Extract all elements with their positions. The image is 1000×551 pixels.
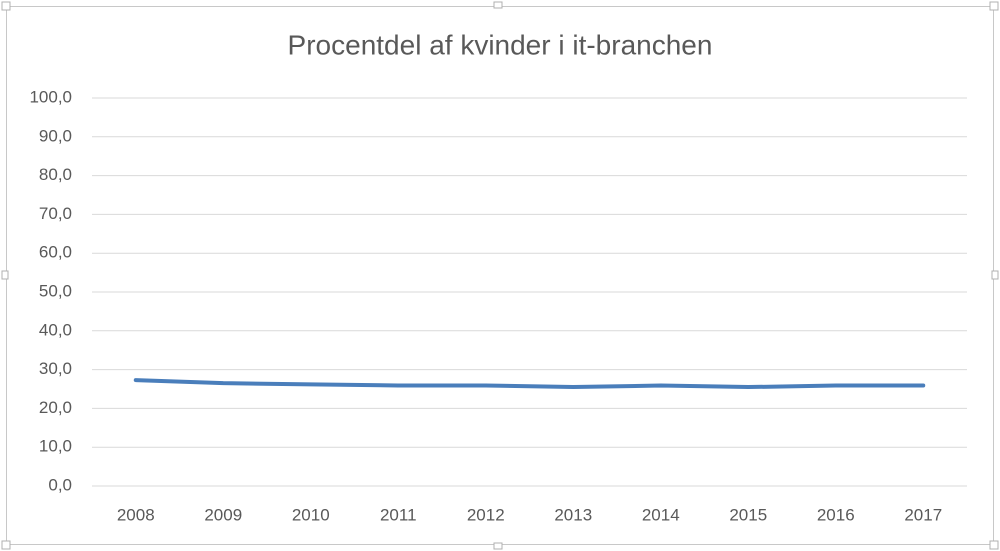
x-tick-label: 2014	[642, 505, 680, 524]
x-tick-label: 2015	[729, 505, 767, 524]
y-tick-label: 10,0	[39, 437, 72, 456]
chart-frame	[6, 6, 994, 545]
resize-handle	[1, 270, 9, 280]
x-tick-label: 2016	[817, 505, 855, 524]
x-tick-label: 2017	[904, 505, 942, 524]
x-tick-label: 2008	[117, 505, 155, 524]
resize-handle	[991, 270, 999, 280]
y-tick-label: 60,0	[39, 243, 72, 262]
chart-title: Procentdel af kvinder i it-branchen	[288, 29, 713, 60]
y-tick-label: 30,0	[39, 359, 72, 378]
y-tick-label: 100,0	[29, 87, 72, 106]
y-tick-label: 50,0	[39, 281, 72, 300]
y-tick-label: 20,0	[39, 398, 72, 417]
y-tick-label: 40,0	[39, 320, 72, 339]
resize-handle	[1, 1, 11, 11]
resize-handle	[493, 1, 503, 9]
x-tick-label: 2009	[204, 505, 242, 524]
data-line	[133, 378, 926, 390]
resize-handle	[989, 1, 999, 11]
y-tick-label: 90,0	[39, 126, 72, 145]
x-tick-label: 2013	[554, 505, 592, 524]
x-tick-label: 2011	[380, 505, 417, 524]
resize-handle	[1, 540, 11, 550]
resize-handle	[989, 540, 999, 550]
x-tick-label: 2012	[467, 505, 505, 524]
y-tick-label: 80,0	[39, 165, 72, 184]
x-tick-label: 2010	[292, 505, 330, 524]
y-tick-label: 70,0	[39, 204, 72, 223]
y-tick-label: 0,0	[48, 475, 72, 494]
resize-handle	[493, 542, 503, 550]
